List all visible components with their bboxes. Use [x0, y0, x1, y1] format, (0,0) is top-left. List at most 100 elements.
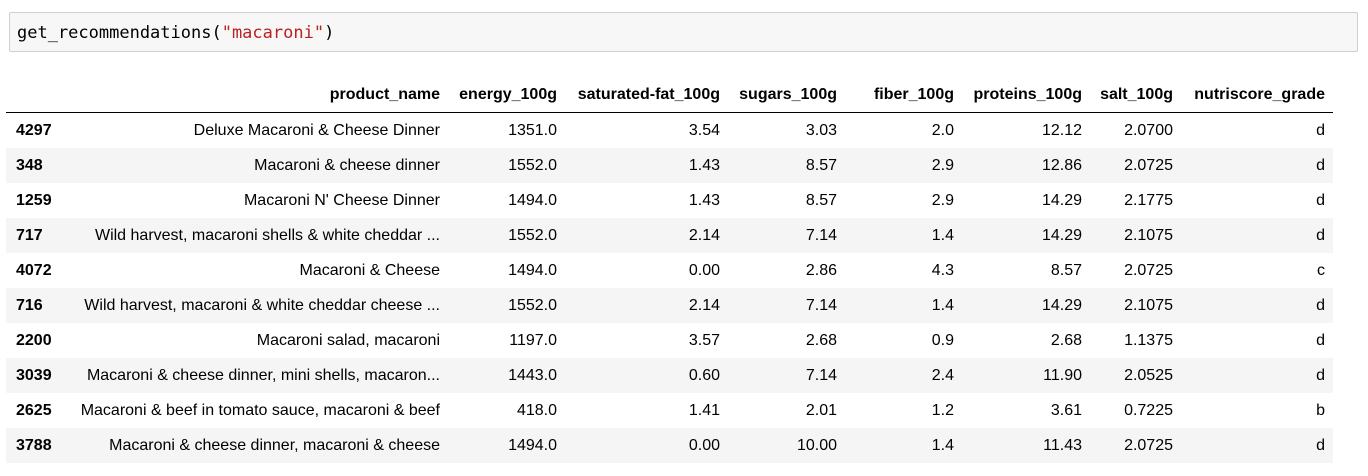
cell-salt: 2.1075	[1124, 296, 1173, 314]
cell-energy: 1494.0	[508, 436, 557, 454]
cell-nutriscore-grade: d	[1316, 121, 1325, 139]
cell-product-name: Macaroni & cheese dinner, mini shells, m…	[86, 366, 440, 384]
cell-fiber: 0.9	[931, 331, 954, 349]
header-saturated-fat: saturated-fat_100g	[565, 77, 728, 113]
cell-saturated-fat: 1.43	[688, 191, 720, 209]
table-row: 3788 Macaroni & cheese dinner, macaroni &…	[6, 428, 1333, 463]
cell-product-name: Macaroni & cheese dinner	[254, 156, 440, 174]
cell-salt: 2.0725	[1124, 156, 1173, 174]
cell-salt: 2.0525	[1124, 366, 1173, 384]
table-row: 716 Wild harvest, macaroni & white chedda…	[6, 288, 1333, 323]
cell-salt: 0.7225	[1124, 401, 1173, 419]
cell-energy: 1494.0	[508, 191, 557, 209]
cell-energy: 418.0	[516, 401, 557, 419]
cell-fiber: 2.9	[931, 156, 954, 174]
cell-sugars: 7.14	[805, 366, 837, 384]
row-index: 717	[16, 226, 43, 244]
header-nutriscore-grade: nutriscore_grade	[1181, 77, 1333, 113]
cell-nutriscore-grade: c	[1317, 261, 1325, 279]
table-row: 1259 Macaroni N' Cheese Dinner 1494.0 1.43 8…	[6, 183, 1333, 218]
table-row: 717 Wild harvest, macaroni shells & white…	[6, 218, 1333, 253]
cell-energy: 1552.0	[508, 156, 557, 174]
header-energy: energy_100g	[448, 77, 565, 113]
cell-proteins: 11.43	[1043, 436, 1082, 454]
cell-saturated-fat: 3.57	[688, 331, 720, 349]
cell-fiber: 4.3	[931, 261, 954, 279]
cell-nutriscore-grade: b	[1316, 401, 1325, 419]
cell-fiber: 1.2	[931, 401, 954, 419]
code-input-cell[interactable]: get_recommendations("macaroni")	[9, 12, 1358, 52]
table-body: 4297 Deluxe Macaroni & Cheese Dinner 1351.…	[6, 112, 1333, 463]
cell-saturated-fat: 2.14	[688, 226, 720, 244]
cell-sugars: 2.01	[805, 401, 837, 419]
cell-proteins: 14.29	[1041, 296, 1082, 314]
cell-salt: 2.0725	[1124, 261, 1173, 279]
cell-saturated-fat: 1.41	[688, 401, 720, 419]
cell-energy: 1552.0	[508, 296, 557, 314]
cell-product-name: Macaroni salad, macaroni	[256, 331, 440, 349]
cell-proteins: 12.86	[1041, 156, 1082, 174]
cell-proteins: 14.29	[1041, 191, 1082, 209]
cell-fiber: 1.4	[931, 226, 954, 244]
cell-fiber: 1.4	[931, 436, 954, 454]
row-index: 3039	[16, 366, 52, 384]
row-index: 348	[16, 156, 43, 174]
table-row: 2200 Macaroni salad, macaroni 1197.0 3.57 2.…	[6, 323, 1333, 358]
cell-product-name: Macaroni N' Cheese Dinner	[243, 191, 440, 209]
row-index: 4072	[16, 261, 52, 279]
cell-sugars: 8.57	[805, 191, 837, 209]
table-row: 348 Macaroni & cheese dinner 1552.0 1.43 8.5…	[6, 148, 1333, 183]
code-function-call: get_recommendations(	[17, 23, 222, 43]
cell-saturated-fat: 0.00	[688, 261, 720, 279]
cell-nutriscore-grade: d	[1316, 156, 1325, 174]
row-index: 716	[16, 296, 43, 314]
cell-sugars: 7.14	[805, 226, 837, 244]
cell-sugars: 7.14	[805, 296, 837, 314]
row-index: 3788	[16, 436, 52, 454]
cell-salt: 2.0700	[1124, 121, 1173, 139]
cell-proteins: 14.29	[1041, 226, 1082, 244]
cell-fiber: 2.9	[931, 191, 954, 209]
cell-sugars: 2.86	[805, 261, 837, 279]
cell-sugars: 2.68	[805, 331, 837, 349]
header-row: product_name energy_100g saturated-fat_1…	[6, 77, 1333, 113]
cell-salt: 2.1775	[1124, 191, 1173, 209]
header-fiber: fiber_100g	[845, 77, 962, 113]
cell-energy: 1552.0	[508, 226, 557, 244]
cell-proteins: 12.12	[1041, 121, 1082, 139]
header-sugars: sugars_100g	[728, 77, 845, 113]
cell-nutriscore-grade: d	[1316, 296, 1325, 314]
cell-saturated-fat: 2.14	[688, 296, 720, 314]
cell-saturated-fat: 0.60	[688, 366, 720, 384]
cell-fiber: 1.4	[931, 296, 954, 314]
cell-saturated-fat: 3.54	[688, 121, 720, 139]
dataframe-table: product_name energy_100g saturated-fat_1…	[6, 77, 1333, 463]
cell-salt: 2.0725	[1124, 436, 1173, 454]
table-row: 2625 Macaroni & beef in tomato sauce, mac…	[6, 393, 1333, 428]
cell-product-name: Deluxe Macaroni & Cheese Dinner	[193, 121, 440, 139]
row-index: 1259	[16, 191, 52, 209]
output-area: product_name energy_100g saturated-fat_1…	[6, 77, 1333, 463]
table-header: product_name energy_100g saturated-fat_1…	[6, 77, 1333, 113]
cell-energy: 1351.0	[508, 121, 557, 139]
code-close-paren: )	[324, 23, 335, 43]
cell-nutriscore-grade: d	[1316, 436, 1325, 454]
cell-product-name: Macaroni & Cheese	[299, 261, 440, 279]
cell-salt: 1.1375	[1124, 331, 1173, 349]
cell-sugars: 8.57	[805, 156, 837, 174]
cell-saturated-fat: 0.00	[688, 436, 720, 454]
row-index: 4297	[16, 121, 52, 139]
cell-nutriscore-grade: d	[1316, 331, 1325, 349]
header-product-name: product_name	[70, 77, 448, 113]
cell-proteins: 2.68	[1050, 331, 1082, 349]
cell-energy: 1494.0	[508, 261, 557, 279]
row-index: 2200	[16, 331, 52, 349]
table-row: 3039 Macaroni & cheese dinner, mini shell…	[6, 358, 1333, 393]
cell-fiber: 2.4	[931, 366, 954, 384]
cell-nutriscore-grade: d	[1316, 366, 1325, 384]
cell-nutriscore-grade: d	[1316, 226, 1325, 244]
row-index: 2625	[16, 401, 52, 419]
header-proteins: proteins_100g	[962, 77, 1090, 113]
header-salt: salt_100g	[1090, 77, 1181, 113]
cell-nutriscore-grade: d	[1316, 191, 1325, 209]
